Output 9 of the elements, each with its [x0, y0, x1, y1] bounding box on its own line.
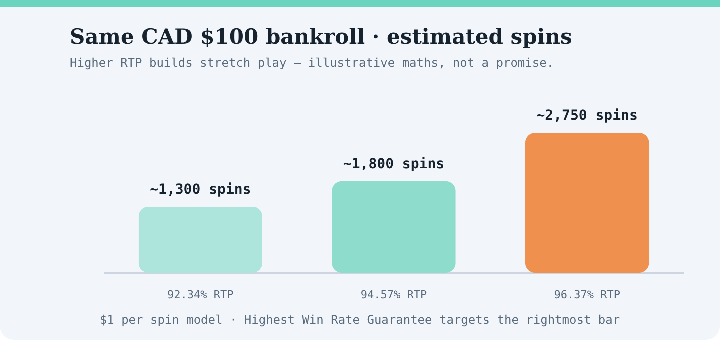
data-label: ~2,750 spins — [536, 108, 638, 124]
text: $1 per spin model · Highest Win Rate Guarantee targets the rightmost bar — [98, 313, 622, 327]
x-tick-label: 94.57% RTP — [360, 288, 428, 302]
x-tick-label: 96.37% RTP — [554, 288, 621, 302]
data-label: ~1,800 spins — [343, 156, 445, 172]
chart-title: Same CAD $100 bankroll · estimated spins — [70, 24, 572, 49]
chart-subtitle: Higher RTP builds stretch play — illustrative maths, not a promise. — [70, 56, 554, 70]
data-label: ~1,300 spins — [150, 182, 252, 198]
x-tick-label: 92.34% RTP — [168, 288, 234, 302]
